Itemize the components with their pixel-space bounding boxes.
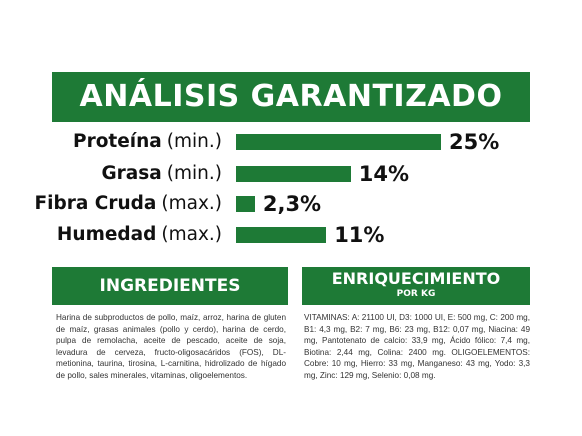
analysis-value: 14% (358, 162, 410, 186)
enrichment-text: VITAMINAS: A: 21100 UI, D3: 1000 UI, E: … (304, 313, 530, 380)
enrichment-heading: ENRIQUECIMIENTO (331, 269, 501, 288)
analysis-value: 2,3% (262, 192, 322, 216)
analysis-row-fat: Grasa (min.) 14% (0, 161, 582, 187)
analysis-row-moisture: Humedad (max.) 11% (0, 222, 582, 248)
analysis-label: Fibra Cruda (max.) (35, 191, 223, 217)
analysis-bar (236, 227, 327, 243)
ingredients-heading: INGREDIENTES (99, 276, 241, 296)
analysis-label: Proteína (min.) (73, 129, 222, 155)
ingredients-text: Harina de subproductos de pollo, maíz, a… (56, 313, 286, 380)
analysis-bar (236, 134, 441, 150)
analysis-value: 25% (449, 130, 500, 154)
analysis-value: 11% (334, 223, 385, 247)
enrichment-subheading: POR KG (396, 289, 436, 299)
nutrient-name: Fibra Cruda (34, 193, 157, 214)
nutrient-name: Grasa (101, 163, 162, 184)
analysis-label: Humedad (max.) (57, 222, 222, 248)
analysis-row-protein: Proteína (min.) 25% (0, 129, 582, 155)
enrichment-banner: ENRIQUECIMIENTO POR KG (302, 267, 530, 305)
nutrient-qualifier: (max.) (161, 224, 222, 245)
analysis-row-fiber: Fibra Cruda (max.) 2,3% (0, 191, 582, 217)
nutrient-qualifier: (min.) (166, 131, 222, 152)
nutrient-name: Proteína (73, 131, 162, 152)
nutrient-qualifier: (min.) (166, 163, 222, 184)
nutrient-name: Humedad (56, 224, 157, 245)
analysis-bar (236, 196, 255, 212)
page-title: ANÁLISIS GARANTIZADO (79, 79, 503, 114)
nutrient-qualifier: (max.) (161, 193, 222, 214)
analysis-label: Grasa (min.) (102, 161, 223, 187)
title-banner: ANÁLISIS GARANTIZADO (52, 72, 530, 122)
ingredients-banner: INGREDIENTES (52, 267, 288, 305)
analysis-bar (236, 166, 351, 182)
